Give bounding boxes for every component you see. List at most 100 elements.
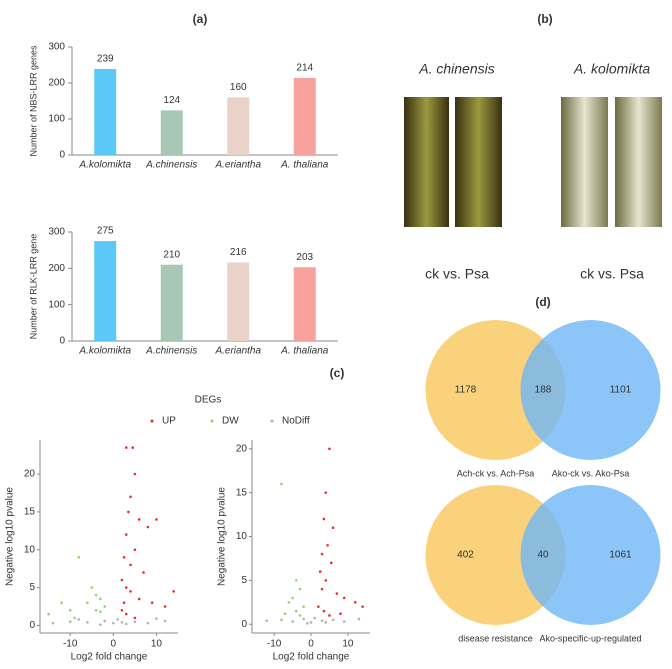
value-label: 216 bbox=[230, 247, 247, 258]
point bbox=[142, 571, 145, 574]
panel-label: (c) bbox=[330, 366, 345, 380]
point bbox=[133, 620, 137, 623]
x-tick-label: 0 bbox=[111, 639, 117, 650]
venn-label: Ach-ck vs. Ach-Psa bbox=[457, 468, 535, 478]
x-tick-label: -10 bbox=[267, 639, 282, 650]
y-tick-label: 100 bbox=[48, 299, 65, 310]
point bbox=[324, 579, 328, 582]
y-tick-label: 100 bbox=[48, 114, 65, 125]
point bbox=[328, 614, 331, 617]
y-tick-label: 200 bbox=[48, 263, 65, 274]
legend-label: NoDiff bbox=[282, 416, 310, 427]
x-tick-label: 10 bbox=[342, 639, 354, 650]
point bbox=[309, 621, 313, 624]
point bbox=[329, 561, 333, 565]
x-axis-label: Log2 fold change bbox=[273, 652, 350, 663]
photo bbox=[455, 97, 502, 227]
point bbox=[77, 618, 81, 621]
point bbox=[133, 472, 137, 476]
y-tick-label: 15 bbox=[24, 507, 36, 518]
point bbox=[129, 563, 132, 567]
legend-swatch bbox=[270, 419, 274, 423]
point bbox=[294, 579, 298, 582]
venn-count: 1061 bbox=[609, 550, 632, 561]
point bbox=[131, 446, 135, 449]
bar bbox=[160, 264, 183, 341]
point bbox=[51, 621, 55, 625]
point bbox=[103, 619, 106, 623]
value-label: 210 bbox=[163, 249, 180, 260]
point bbox=[112, 621, 115, 625]
y-tick-label: 300 bbox=[48, 227, 65, 238]
panel-label: (b) bbox=[537, 12, 552, 26]
point bbox=[155, 518, 158, 521]
point bbox=[324, 621, 328, 624]
x-tick-label: A.eriantha bbox=[214, 346, 261, 357]
point bbox=[120, 578, 124, 582]
point bbox=[331, 526, 335, 530]
point bbox=[133, 616, 137, 620]
point bbox=[73, 616, 76, 620]
x-tick-label: 0 bbox=[308, 639, 314, 650]
point bbox=[302, 605, 305, 608]
value-label: 160 bbox=[230, 82, 247, 93]
point bbox=[99, 623, 102, 626]
point bbox=[320, 552, 324, 556]
point bbox=[137, 597, 141, 601]
legend-label: DW bbox=[222, 416, 239, 427]
y-tick-label: 5 bbox=[29, 582, 35, 593]
point bbox=[77, 556, 81, 559]
bar bbox=[293, 267, 316, 341]
y-tick-label: 20 bbox=[236, 443, 248, 454]
point bbox=[122, 601, 126, 605]
point bbox=[342, 620, 346, 623]
panel-label: (d) bbox=[535, 295, 550, 309]
point bbox=[155, 617, 158, 620]
point bbox=[124, 446, 128, 449]
y-axis-label: Negative log10 pvalue bbox=[5, 487, 16, 586]
value-label: 203 bbox=[296, 252, 313, 263]
bar bbox=[227, 97, 250, 155]
point bbox=[116, 618, 119, 621]
x-tick-label: A. thaliana bbox=[280, 160, 329, 171]
point bbox=[94, 608, 98, 612]
x-tick-label: 10 bbox=[151, 639, 163, 650]
point bbox=[68, 608, 72, 612]
x-tick-label: A.chinensis bbox=[145, 346, 197, 357]
photo bbox=[561, 97, 608, 227]
panel-label: (a) bbox=[193, 12, 208, 26]
point bbox=[335, 592, 339, 595]
point bbox=[124, 622, 128, 626]
point bbox=[99, 610, 102, 614]
venn-count: 1101 bbox=[610, 385, 632, 396]
venn-label: disease resistance bbox=[458, 633, 533, 643]
point bbox=[331, 618, 335, 622]
y-tick-label: 0 bbox=[59, 336, 65, 347]
point bbox=[120, 608, 124, 612]
point bbox=[122, 556, 126, 559]
venn-count: 402 bbox=[457, 550, 474, 561]
point bbox=[291, 620, 294, 623]
point bbox=[124, 533, 128, 536]
point bbox=[86, 601, 89, 605]
point bbox=[339, 612, 342, 615]
y-tick-label: 10 bbox=[24, 544, 36, 555]
point bbox=[127, 510, 130, 514]
point bbox=[86, 621, 89, 624]
point bbox=[280, 482, 283, 486]
point bbox=[306, 622, 309, 625]
venn-set bbox=[520, 485, 661, 625]
point bbox=[313, 616, 316, 620]
point bbox=[361, 605, 364, 608]
point bbox=[342, 596, 346, 600]
y-tick-label: 5 bbox=[241, 575, 247, 586]
x-tick-label: A.eriantha bbox=[214, 160, 261, 171]
point bbox=[124, 612, 128, 616]
point bbox=[163, 605, 167, 608]
y-tick-label: 15 bbox=[236, 487, 248, 498]
bar bbox=[160, 110, 183, 155]
legend-title: DEGs bbox=[195, 395, 222, 406]
point bbox=[146, 525, 150, 529]
point bbox=[353, 600, 357, 604]
